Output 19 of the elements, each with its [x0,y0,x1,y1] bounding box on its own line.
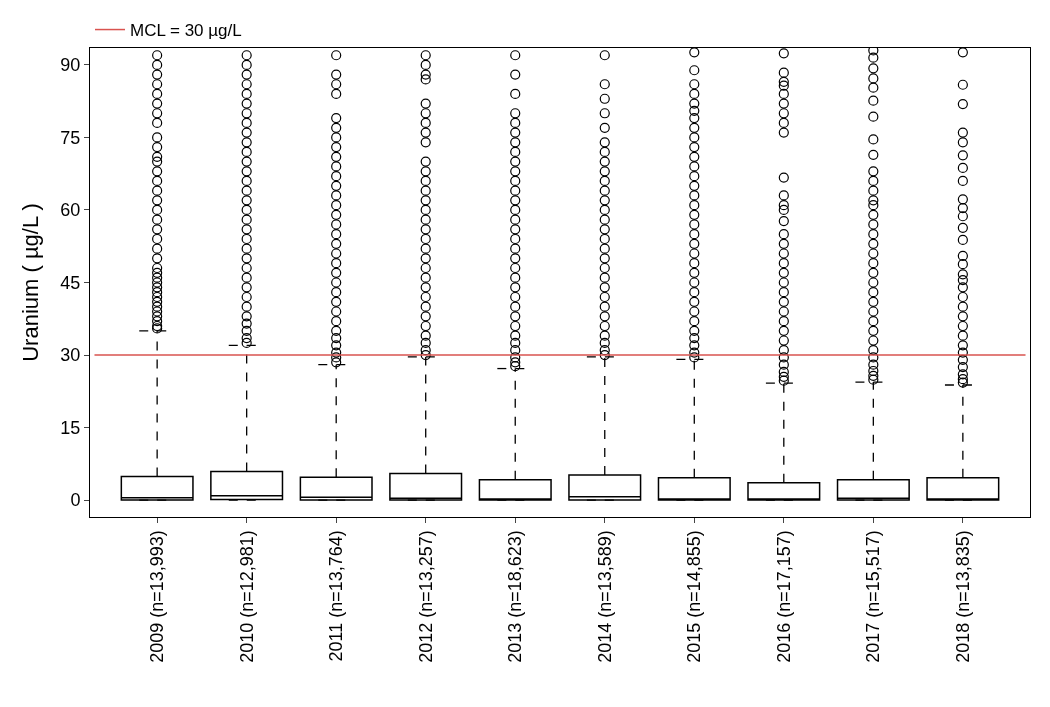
y-tick-label: 75 [60,127,81,148]
y-tick-label: 0 [70,490,81,511]
y-axis-title: Uranium ( µg/L ) [18,203,44,362]
y-tick-label: 30 [60,345,81,366]
x-tick-label: 2017 (n=15,517) [863,530,884,663]
x-tick-label: 2018 (n=13,835) [952,530,973,663]
y-tick-label: 15 [60,417,81,438]
x-tick-label: 2012 (n=13,257) [415,530,436,663]
x-tick-label: 2009 (n=13,993) [146,530,167,663]
x-tick-label: 2011 (n=13,764) [326,530,347,662]
y-tick-label: 45 [60,272,81,293]
x-tick-label: 2010 (n=12,981) [236,530,257,663]
y-tick-label: 60 [60,200,81,221]
x-tick-label: 2015 (n=14,855) [684,530,705,663]
x-tick-label: 2014 (n=13,589) [594,530,615,663]
x-tick-label: 2013 (n=18,623) [505,530,526,663]
y-tick-label: 90 [60,55,81,76]
x-tick-label: 2016 (n=17,157) [773,530,794,663]
legend-label: MCL = 30 µg/L [130,21,242,41]
